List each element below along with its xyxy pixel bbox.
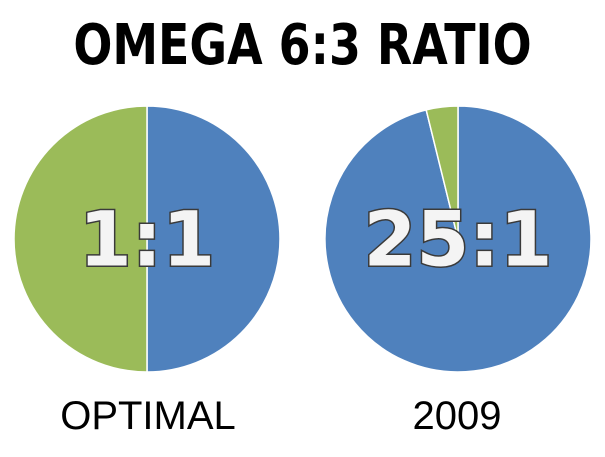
ratio-label-optimal: 1:1 — [79, 195, 215, 284]
pie-chart-optimal — [13, 105, 281, 373]
pie-slice-optimal-0 — [146, 105, 281, 373]
pie-caption-optimal: OPTIMAL — [60, 394, 236, 438]
chart-title: OMEGA 6:3 RATIO — [73, 13, 532, 78]
pie-slice-2009-1 — [425, 105, 459, 240]
pie-caption-2009: 2009 — [412, 394, 502, 438]
pie-slice-optimal-1 — [13, 105, 148, 373]
ratio-label-2009: 25:1 — [363, 195, 552, 284]
pie-chart-2009 — [324, 105, 592, 373]
